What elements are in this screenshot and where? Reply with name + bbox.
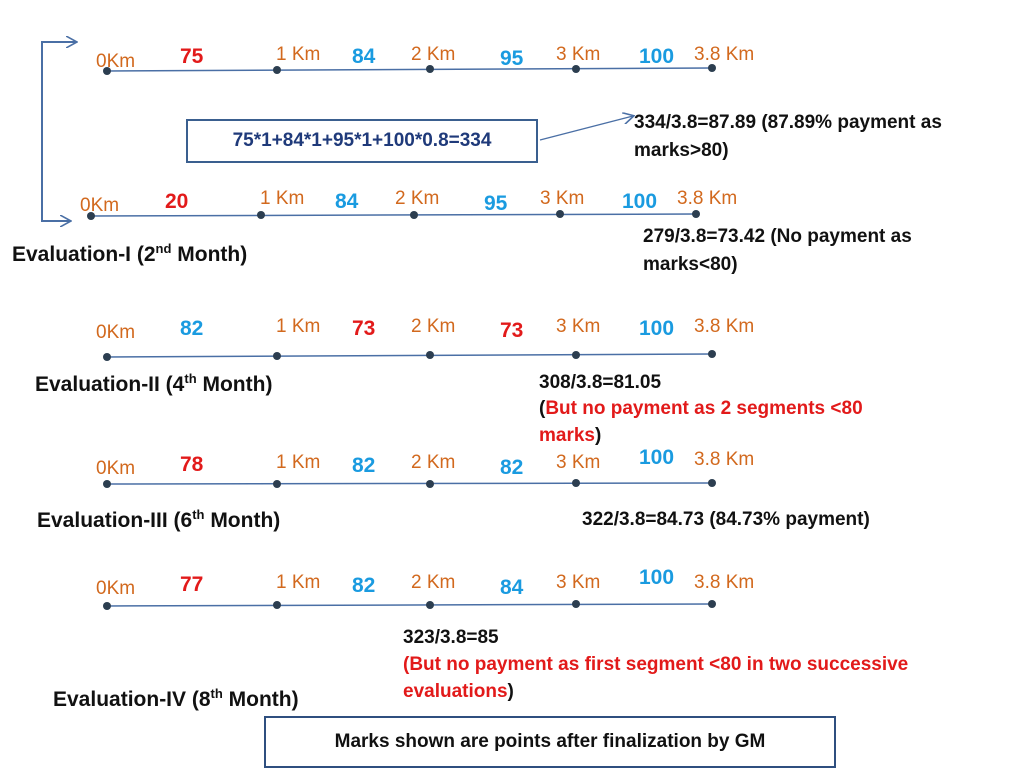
segment-mark: 78 xyxy=(180,453,204,476)
segment-mark: 84 xyxy=(335,190,359,213)
evaluation-label-4: Evaluation-IV (8th Month) xyxy=(53,686,299,711)
km-label-3: 3 Km xyxy=(540,188,585,209)
result-eval1-line1: 279/3.8=73.42 (No payment as xyxy=(643,226,912,247)
segment-mark: 100 xyxy=(639,317,675,340)
km-label-3: 3 Km xyxy=(556,316,601,337)
km-label-3: 3 Km xyxy=(556,452,601,473)
km-label-1: 1 Km xyxy=(276,572,321,593)
km-label-1: 1 Km xyxy=(276,44,321,65)
result-eval4-line2: (But no payment as first segment <80 in … xyxy=(403,654,909,675)
km-label-1: 1 Km xyxy=(260,188,305,209)
km-label-4: 3.8 Km xyxy=(677,188,738,209)
segment-mark: 77 xyxy=(180,573,204,596)
km-label-0: 0Km xyxy=(96,578,136,599)
result-ref-line2: marks>80) xyxy=(634,140,729,161)
km-label-2: 2 Km xyxy=(395,188,440,209)
bracket-arrow-bottom xyxy=(41,214,70,221)
segment-mark: 82 xyxy=(352,574,376,597)
evaluation-label-3: Evaluation-III (6th Month) xyxy=(37,507,281,532)
timeline-eval4-line xyxy=(103,600,716,610)
km-label-4: 3.8 Km xyxy=(694,449,755,470)
segment-mark: 73 xyxy=(500,319,524,342)
segment-mark: 84 xyxy=(352,45,376,68)
segment-mark: 100 xyxy=(639,45,675,68)
km-label-0: 0Km xyxy=(96,51,136,72)
segment-mark: 95 xyxy=(484,192,508,215)
segment-mark: 82 xyxy=(180,317,204,340)
km-label-0: 0Km xyxy=(96,322,136,343)
result-eval1-line2: marks<80) xyxy=(643,254,738,275)
segment-mark: 20 xyxy=(165,190,189,213)
timeline-ref-line xyxy=(103,64,716,75)
km-label-4: 3.8 Km xyxy=(694,44,755,65)
km-label-0: 0Km xyxy=(96,458,136,479)
result-eval4-line3: evaluations) xyxy=(403,681,514,702)
segment-mark: 73 xyxy=(352,317,376,340)
timeline-eval1-line xyxy=(87,210,700,220)
km-label-2: 2 Km xyxy=(411,44,456,65)
formula-box: 75*1+84*1+95*1+100*0.8=334 xyxy=(186,119,538,163)
result-eval3-line1: 322/3.8=84.73 (84.73% payment) xyxy=(582,509,870,530)
evaluation-label-1: Evaluation-I (2nd Month) xyxy=(12,241,248,266)
segment-mark: 95 xyxy=(500,47,524,70)
timeline-eval2-line xyxy=(103,350,716,361)
footer-note: Marks shown are points after finalizatio… xyxy=(264,716,836,768)
km-label-1: 1 Km xyxy=(276,452,321,473)
segment-mark: 75 xyxy=(180,45,204,68)
segment-mark: 84 xyxy=(500,576,524,599)
bracket-arrow-top xyxy=(41,42,76,214)
km-label-2: 2 Km xyxy=(411,572,456,593)
km-label-4: 3.8 Km xyxy=(694,316,755,337)
evaluation-label-2: Evaluation-II (4th Month) xyxy=(35,371,273,396)
result-eval4-line1: 323/3.8=85 xyxy=(403,627,499,648)
result-eval2-line1: 308/3.8=81.05 xyxy=(539,372,662,393)
timeline-eval3-line xyxy=(103,479,716,488)
segment-mark: 82 xyxy=(500,456,524,479)
km-label-1: 1 Km xyxy=(276,316,321,337)
km-label-3: 3 Km xyxy=(556,572,601,593)
km-label-2: 2 Km xyxy=(411,316,456,337)
segment-mark: 100 xyxy=(639,566,675,589)
km-label-3: 3 Km xyxy=(556,44,601,65)
segment-mark: 100 xyxy=(639,446,675,469)
segment-mark: 82 xyxy=(352,454,376,477)
segment-mark: 100 xyxy=(622,190,658,213)
km-label-2: 2 Km xyxy=(411,452,456,473)
result-eval2-line2: (But no payment as 2 segments <80 xyxy=(539,398,863,419)
formula-connector-arrow xyxy=(539,116,633,141)
km-label-0: 0Km xyxy=(80,195,120,216)
km-label-4: 3.8 Km xyxy=(694,572,755,593)
result-eval2-line3: marks) xyxy=(539,425,602,446)
result-ref-line1: 334/3.8=87.89 (87.89% payment as xyxy=(634,112,942,133)
